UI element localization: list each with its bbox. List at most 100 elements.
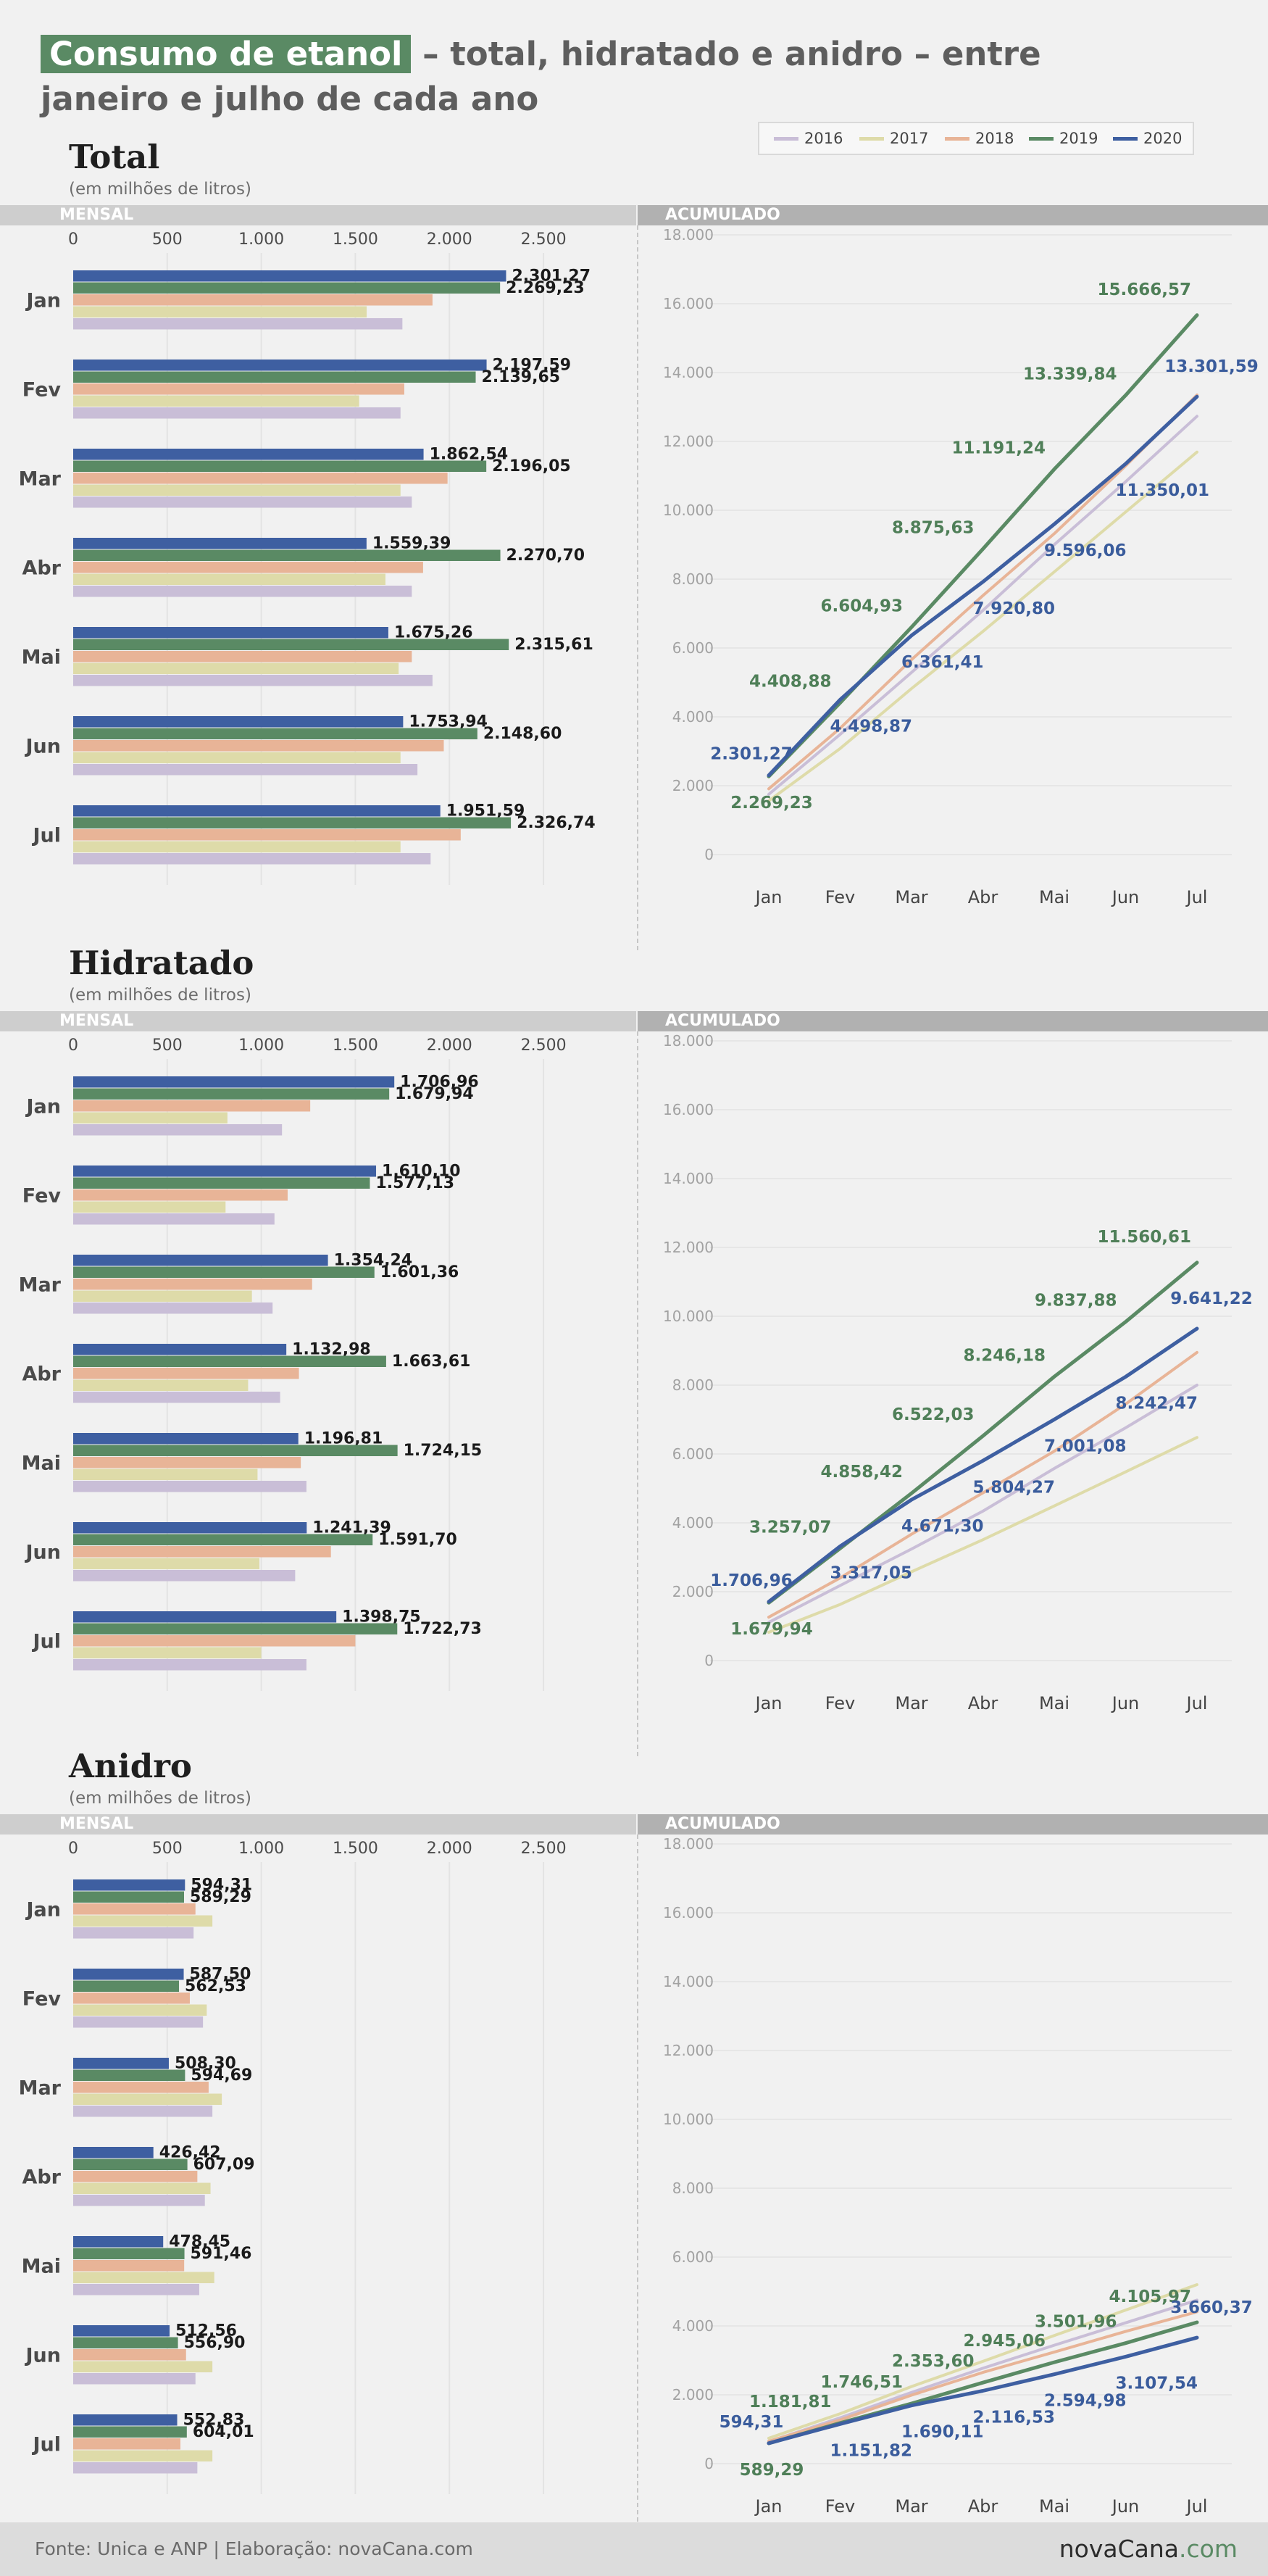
bar-2016-jul (73, 853, 431, 865)
x-tick-label: 1.000 (238, 1840, 284, 1858)
bar-2019-mar (73, 460, 487, 472)
y-tick-label: 6.000 (672, 1445, 714, 1463)
bar-2017-abr (73, 2182, 211, 2194)
data-label-2020: 4.671,30 (901, 1517, 984, 1536)
bar-2019-fev (73, 371, 476, 383)
x-tick-label: 2.000 (427, 1840, 472, 1858)
series-line-2019 (767, 313, 1199, 778)
section-subtitle: (em milhões de litros) (69, 1789, 251, 1808)
category-label: Mar (19, 2077, 62, 2099)
x-tick-label: Jun (1111, 887, 1140, 907)
category-label: Fev (22, 378, 62, 401)
bar-2018-mar (73, 1279, 312, 1290)
bar-chart-hidratado: 0 500 1.000 1.500 2.000 2.500 Jan 1.706,961.679… (19, 1036, 567, 1691)
bar-2019-jan (73, 1088, 390, 1100)
y-tick-label: 4.000 (672, 1514, 714, 1532)
series-line-2018 (767, 1350, 1198, 1619)
bar-2020-mar (73, 449, 424, 460)
bar-2017-jun (73, 1558, 260, 1569)
data-label-2020: 587,50 (190, 1966, 251, 1984)
bar-2019-jun (73, 2337, 178, 2348)
data-label-2020: 2.301,27 (710, 745, 793, 764)
section-anidro: Anidro (em milhões de litros) MENSAL ACU… (0, 1747, 1268, 2522)
data-label-2020: 552,83 (183, 2411, 245, 2430)
bar-2019-jul (73, 1623, 398, 1634)
data-label-2019: 11.191,24 (952, 439, 1046, 457)
category-label: Abr (22, 557, 61, 579)
section-subtitle: (em milhões de litros) (69, 180, 251, 199)
bar-2016-fev (73, 1213, 275, 1225)
data-label-2019: 1.181,81 (749, 2393, 832, 2411)
x-tick-label: Mar (895, 887, 927, 907)
category-label: Jul (31, 824, 61, 847)
series-line-2017 (767, 2283, 1198, 2440)
y-tick-label: 8.000 (672, 570, 714, 588)
x-tick-label: Jul (1185, 2496, 1208, 2517)
panel-divider (637, 1835, 638, 2522)
data-label-2019: 2.139,65 (482, 368, 561, 386)
x-tick-label: Mai (1039, 1693, 1069, 1713)
category-label: Abr (22, 1363, 61, 1385)
y-tick-label: 14.000 (663, 364, 714, 381)
bar-2018-abr (73, 1368, 299, 1379)
data-label-2020: 1.862,54 (430, 446, 509, 464)
data-label-2020: 1.753,94 (409, 713, 488, 731)
data-label-2019: 589,29 (740, 2461, 804, 2480)
acumulado-band: ACUMULADO (638, 1814, 1268, 1835)
line-chart-hidratado: 0 2.000 4.000 6.000 8.000 10.000 12.000 14.000 1… (663, 1032, 1253, 1713)
bar-2020-mar (73, 1255, 328, 1266)
bar-2016-jan (73, 1927, 194, 1939)
y-tick-label: 12.000 (663, 2042, 714, 2059)
x-tick-label: 500 (152, 230, 183, 249)
section-title: Total (69, 138, 160, 176)
data-label-2019: 1.746,51 (821, 2373, 904, 2392)
section-total: Total (em milhões de litros) MENSAL ACUM… (0, 138, 1268, 950)
bar-2016-fev (73, 407, 401, 419)
y-tick-label: 12.000 (663, 1239, 714, 1256)
bar-2016-fev (73, 2016, 204, 2028)
bar-2016-mar (73, 1302, 273, 1314)
bar-2020-abr (73, 1344, 287, 1355)
y-tick-label: 14.000 (663, 1973, 714, 1990)
bar-2016-mar (73, 2106, 213, 2117)
data-label-2019: 4.105,97 (1109, 2288, 1192, 2306)
bar-2017-fev (73, 1201, 226, 1213)
bar-2019-fev (73, 1177, 370, 1189)
y-tick-label: 0 (704, 1652, 714, 1669)
bar-2016-jun (73, 2373, 196, 2385)
bar-2019-abr (73, 1355, 386, 1367)
category-label: Mar (19, 1274, 62, 1296)
data-label-2019: 13.339,84 (1023, 365, 1117, 383)
data-label-2020: 1.196,81 (304, 1430, 383, 1448)
acumulado-label: ACUMULADO (665, 1815, 780, 1833)
bar-2017-mai (73, 662, 399, 674)
data-label-2019: 2.270,70 (506, 547, 585, 565)
bar-2017-jul (73, 841, 401, 852)
x-tick-label: 1.500 (333, 1840, 378, 1858)
bar-2016-jul (73, 2462, 198, 2474)
category-label: Fev (22, 1987, 62, 2010)
series-line-2017 (767, 450, 1198, 802)
bar-2020-jan (73, 270, 506, 282)
bar-2020-abr (73, 2147, 154, 2159)
y-tick-label: 18.000 (663, 1835, 714, 1853)
footer-source: Fonte: Unica e ANP | Elaboração: novaCan… (35, 2538, 473, 2559)
data-label-2020: 1.132,98 (292, 1341, 371, 1359)
bar-2019-jul (73, 817, 512, 828)
bar-2019-jun (73, 728, 477, 739)
bar-2017-fev (73, 2004, 207, 2016)
bar-2018-abr (73, 2171, 198, 2182)
bar-2020-jun (73, 1522, 307, 1534)
x-tick-label: 500 (152, 1036, 183, 1055)
panel-divider (637, 1031, 638, 1756)
x-tick-label: 1.000 (238, 230, 284, 249)
x-tick-label: Fev (825, 887, 855, 907)
x-tick-label: Mar (895, 1693, 927, 1713)
data-label-2020: 3.107,54 (1116, 2374, 1198, 2393)
data-label-2019: 6.604,93 (821, 597, 904, 615)
bar-2016-abr (73, 1392, 280, 1403)
bar-2016-mai (73, 1481, 306, 1492)
data-label-2020: 594,31 (719, 2413, 784, 2432)
bar-2019-jan (73, 282, 501, 294)
data-label-2019: 604,01 (193, 2423, 254, 2441)
